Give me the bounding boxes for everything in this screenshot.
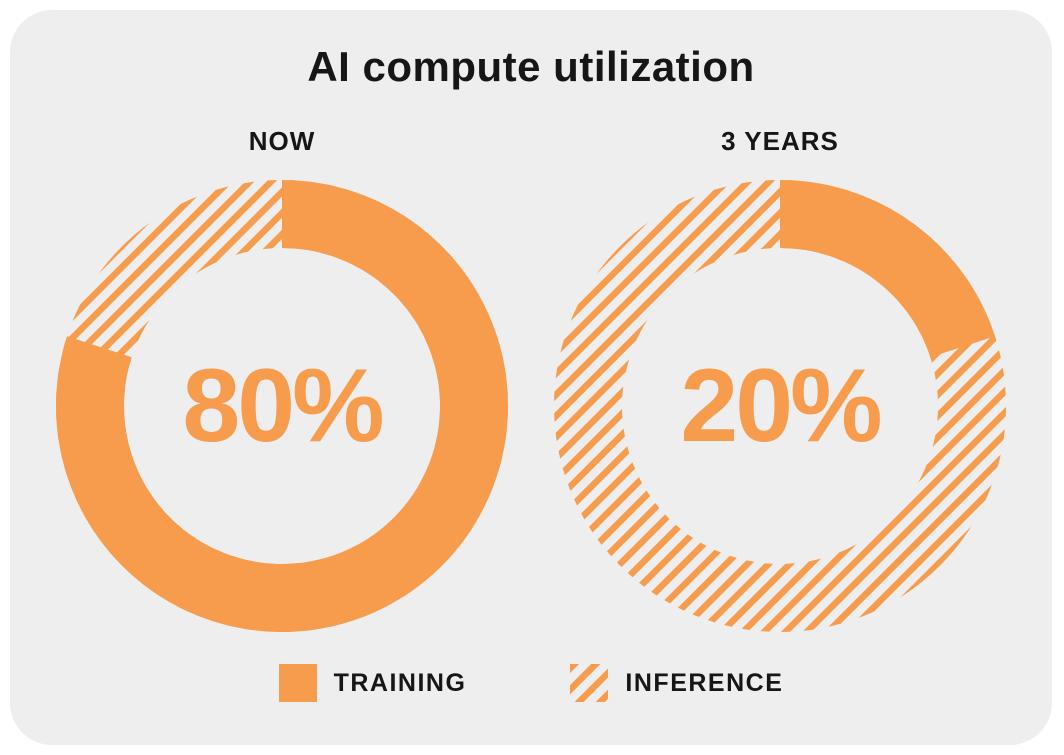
donut-3years-svg: [554, 180, 1006, 633]
legend-label-inference: INFERENCE: [625, 668, 784, 697]
legend-item-inference: INFERENCE: [570, 664, 784, 703]
chart-title: AI compute utilization: [307, 43, 755, 90]
charts-row: NOW 80% 3 YEARS 20%: [56, 126, 1006, 633]
donut-now-chart: 80%: [56, 180, 508, 633]
inference-swatch: [570, 664, 609, 703]
donut-3years-chart: 20%: [554, 180, 1006, 633]
training-swatch: [278, 664, 317, 703]
donut-now-column: NOW 80%: [56, 126, 508, 633]
donut-now-svg: [56, 180, 508, 633]
donut-3years-label: 3 YEARS: [721, 126, 839, 157]
legend: TRAINING INFERENCE: [278, 664, 784, 703]
training-arc-solid: [56, 180, 508, 633]
legend-item-training: TRAINING: [278, 664, 467, 703]
training-arc-solid: [554, 180, 1006, 633]
legend-label-training: TRAINING: [333, 668, 467, 697]
donut-now-label: NOW: [248, 126, 316, 157]
chart-card: AI compute utilization NOW 80% 3 YEARS 2…: [10, 10, 1052, 745]
donut-3years-column: 3 YEARS 20%: [554, 126, 1006, 633]
